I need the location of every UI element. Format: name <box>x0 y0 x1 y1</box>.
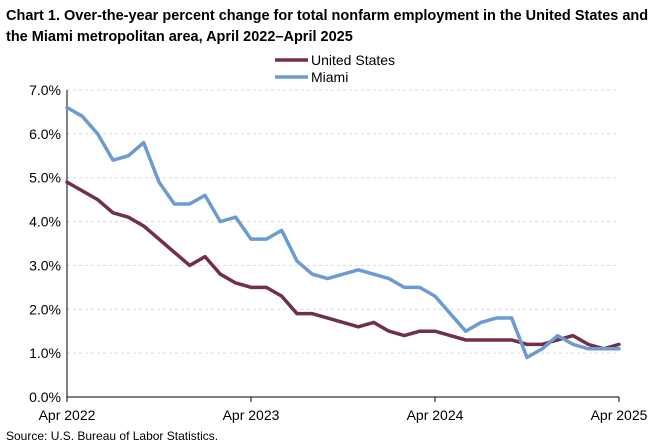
series-lines <box>65 105 621 360</box>
x-axis-ticks: Apr 2022 Apr 2023 Apr 2024 Apr 2025 <box>39 397 648 423</box>
y-tick-label: 6.0% <box>29 126 61 142</box>
y-tick-label: 3.0% <box>29 257 61 273</box>
y-tick-label: 5.0% <box>29 170 61 186</box>
axes <box>66 90 619 398</box>
x-tick-label: Apr 2023 <box>223 407 280 423</box>
y-axis-ticks: 0.0% 1.0% 2.0% 3.0% 4.0% 5.0% 6.0% 7.0% <box>29 82 61 405</box>
legend-label: Miami <box>311 69 348 85</box>
y-tick-label: 0.0% <box>29 389 61 405</box>
y-tick-label: 2.0% <box>29 301 61 317</box>
x-tick-label: Apr 2024 <box>407 407 464 423</box>
y-tick-label: 7.0% <box>29 82 61 98</box>
chart-title: Chart 1. Over-the-year percent change fo… <box>6 8 649 45</box>
legend-label: United States <box>311 52 395 68</box>
x-tick-label: Apr 2022 <box>39 407 96 423</box>
y-tick-label: 4.0% <box>29 214 61 230</box>
y-tick-label: 1.0% <box>29 345 61 361</box>
gridlines <box>67 89 619 354</box>
x-tick-label: Apr 2025 <box>591 407 648 423</box>
source-note: Source: U.S. Bureau of Labor Statistics. <box>6 429 219 443</box>
